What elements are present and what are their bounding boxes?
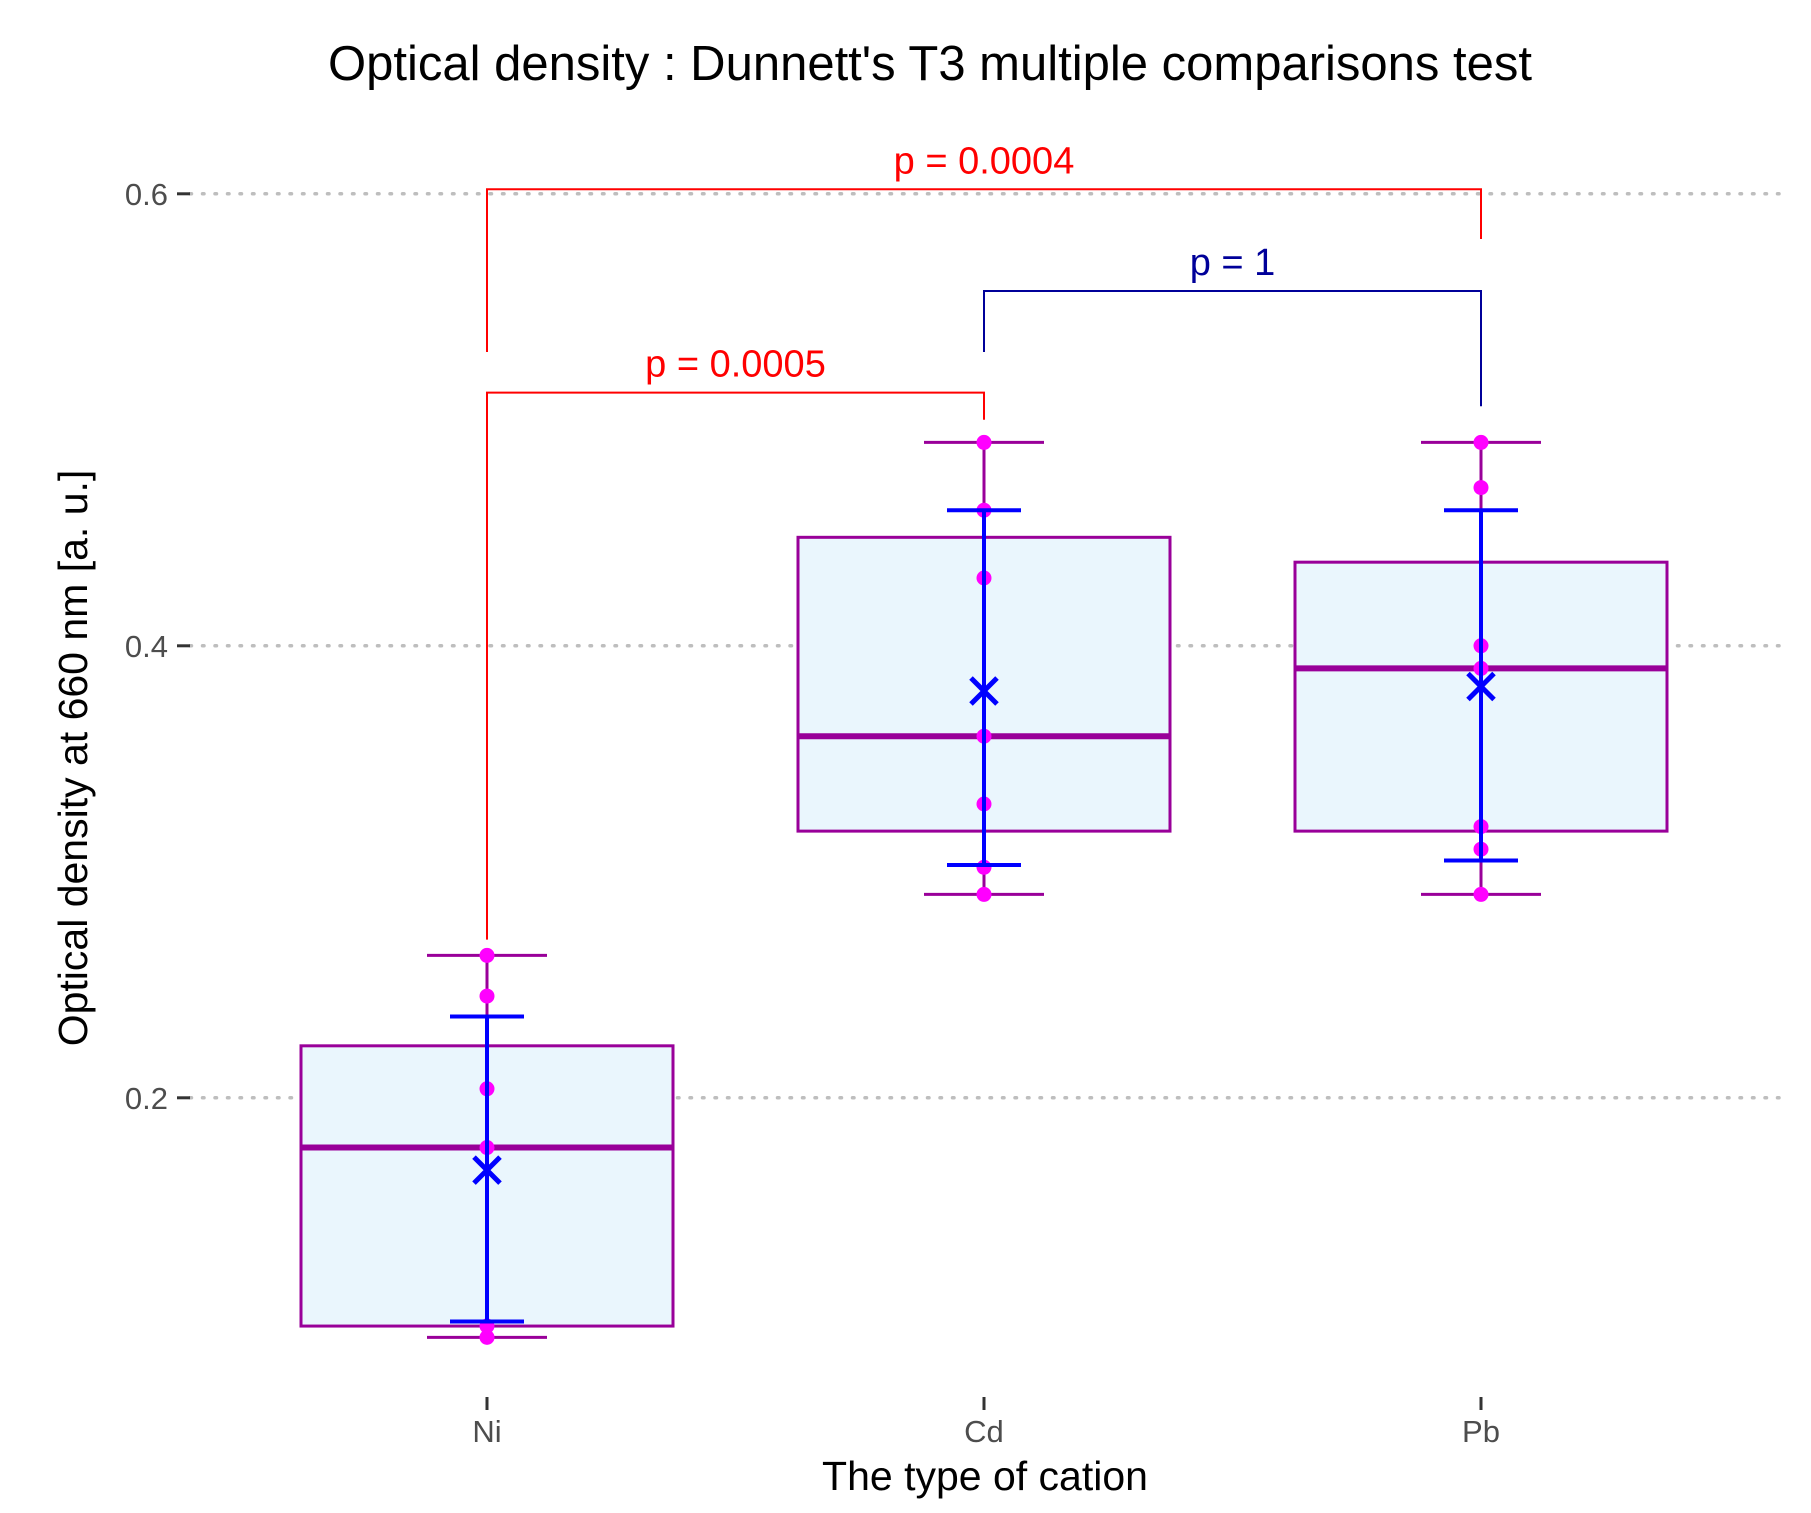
p-value-label: p = 0.0004 <box>894 140 1075 182</box>
data-point <box>479 1329 495 1345</box>
p-value-label: p = 0.0005 <box>645 344 826 386</box>
data-point <box>1473 886 1489 902</box>
x-tick-label: Cd <box>964 1414 1004 1449</box>
y-tick-label: 0.4 <box>125 629 168 664</box>
chart-title: Optical density : Dunnett's T3 multiple … <box>328 37 1532 91</box>
y-axis: 0.2 0.4 0.6 <box>125 177 190 1116</box>
x-axis: Ni Cd Pb <box>472 1397 1500 1449</box>
p-value-label: p = 1 <box>1190 242 1276 284</box>
mean-marker-stroke <box>1466 671 1496 702</box>
box-group-cd <box>796 434 1172 902</box>
y-tick-label: 0.2 <box>125 1081 168 1116</box>
mean-marker <box>1466 671 1496 702</box>
data-point <box>1473 480 1489 496</box>
x-axis-title: The type of cation <box>822 1453 1148 1499</box>
data-point <box>479 947 495 963</box>
comparison-cd-pb: p = 1 <box>983 242 1482 407</box>
comparison-brackets: p = 0.0005 p = 1 p = 0.0004 <box>486 140 1482 940</box>
mean-marker-stroke <box>969 676 999 706</box>
bracket-line <box>983 289 1482 407</box>
mean-marker <box>472 1155 502 1185</box>
y-axis-title: Optical density at 660 nm [a. u.] <box>50 470 96 1047</box>
data-point <box>1473 434 1489 450</box>
x-tick-label: Pb <box>1462 1414 1500 1449</box>
bracket-line <box>486 188 1482 352</box>
comparison-ni-pb: p = 0.0004 <box>486 140 1482 352</box>
data-point <box>976 434 992 450</box>
y-tick-label: 0.6 <box>125 177 168 212</box>
box-group-ni <box>299 947 675 1345</box>
box-group-pb <box>1293 434 1669 902</box>
box-plots <box>299 434 1669 1345</box>
comparison-ni-cd: p = 0.0005 <box>486 344 985 940</box>
bracket-line <box>486 391 985 940</box>
mean-marker-stroke <box>472 1155 502 1185</box>
x-tick-label: Ni <box>472 1414 501 1449</box>
data-point <box>479 988 495 1004</box>
mean-marker <box>969 676 999 706</box>
data-point <box>976 886 992 902</box>
